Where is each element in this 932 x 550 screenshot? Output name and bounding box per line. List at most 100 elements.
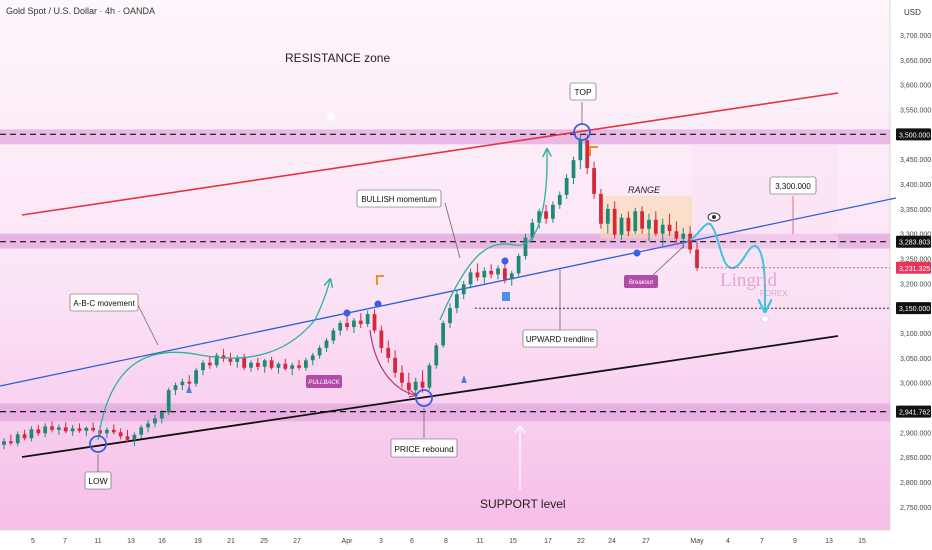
resistance-zone-band bbox=[0, 129, 890, 145]
candle-body bbox=[468, 272, 473, 285]
x-tick-label: 7 bbox=[760, 538, 764, 545]
upward-trendline bbox=[0, 197, 897, 387]
x-tick-label: 25 bbox=[260, 538, 268, 545]
support-zone-band bbox=[0, 403, 890, 422]
candle-body bbox=[653, 219, 658, 234]
candle-body bbox=[159, 412, 164, 419]
price-rebound-callout: PRICE rebound bbox=[390, 438, 458, 458]
flag-icon bbox=[502, 292, 510, 301]
candle-body bbox=[592, 168, 596, 194]
candle-body bbox=[276, 363, 281, 368]
candle-body bbox=[290, 365, 295, 369]
y-tick-label: 3,550.000 bbox=[900, 108, 931, 115]
flag-marker-icon bbox=[589, 146, 598, 156]
level-tag-label: 3,283.803 bbox=[899, 240, 930, 247]
range-label: RANGE bbox=[628, 185, 661, 195]
resistance-trendline bbox=[21, 92, 839, 216]
level-tag bbox=[896, 235, 931, 248]
candle-body bbox=[695, 249, 699, 268]
candle-body bbox=[681, 233, 686, 239]
top-callout: TOP bbox=[569, 82, 597, 101]
candle-body bbox=[317, 347, 322, 356]
x-tick-label: 13 bbox=[825, 538, 833, 545]
candle-body bbox=[557, 194, 562, 205]
candle-body bbox=[544, 211, 548, 219]
low-label: LOW bbox=[88, 476, 107, 486]
candle-body bbox=[578, 140, 583, 161]
level-tag-label: 3,150.000 bbox=[899, 306, 930, 313]
candle-body bbox=[633, 211, 638, 232]
candle-body bbox=[640, 211, 644, 229]
eye-icon bbox=[707, 212, 721, 222]
candle-body bbox=[338, 323, 343, 331]
pullback-curve-arrow bbox=[369, 329, 415, 395]
y-tick-label: 3,650.000 bbox=[900, 58, 931, 65]
trend-touch-dot-3 bbox=[501, 257, 509, 265]
candle-body bbox=[201, 362, 205, 371]
x-tick-label: 11 bbox=[94, 538, 101, 545]
candle-body bbox=[105, 429, 109, 434]
candle-body bbox=[324, 340, 329, 348]
x-tick-label: 24 bbox=[608, 538, 616, 545]
candle-body bbox=[427, 365, 432, 388]
x-tick-label: 3 bbox=[379, 538, 383, 545]
candle-body bbox=[400, 372, 404, 383]
candle-body bbox=[434, 345, 439, 366]
candle-body bbox=[585, 140, 590, 169]
level-tag bbox=[896, 405, 931, 418]
candle-body bbox=[297, 365, 301, 368]
x-tick-label: 22 bbox=[577, 538, 585, 545]
bullish-momentum-label: BULLISH momentum bbox=[361, 195, 437, 204]
candle-body bbox=[187, 381, 192, 384]
x-tick-label: 8 bbox=[444, 538, 448, 545]
candle-body bbox=[310, 355, 315, 361]
candle-body bbox=[551, 204, 555, 219]
y-tick-label: 3,100.000 bbox=[900, 331, 931, 338]
x-tick-label: 13 bbox=[127, 538, 135, 545]
bullish-callout-line bbox=[444, 202, 461, 259]
x-tick-label: 6 bbox=[410, 538, 414, 545]
trend-touch-dot-2 bbox=[374, 300, 382, 308]
candle-body bbox=[269, 360, 274, 368]
abc-movement-label: A-B-C movement bbox=[73, 299, 135, 308]
candle-body bbox=[358, 320, 363, 325]
x-tick-label: 15 bbox=[509, 538, 517, 545]
bullish-momentum-callout: BULLISH momentum bbox=[356, 189, 442, 208]
resistance-zone-label: RESISTANCE zone bbox=[285, 51, 390, 65]
candle-body bbox=[249, 362, 253, 368]
candle-body bbox=[647, 219, 651, 229]
x-tick-label: 19 bbox=[194, 538, 202, 545]
candle-body bbox=[331, 330, 336, 341]
flag-marker-icon bbox=[376, 275, 384, 285]
candle-body bbox=[345, 323, 349, 328]
candle-body bbox=[29, 429, 34, 439]
rocket-icon bbox=[186, 385, 192, 393]
candle-series bbox=[2, 134, 699, 450]
chart-title: Gold Spot / U.S. Dollar · 4h · OANDA bbox=[6, 6, 156, 16]
candle-body bbox=[98, 430, 102, 434]
y-tick-label: 2,750.000 bbox=[900, 505, 931, 512]
top-label: TOP bbox=[574, 87, 592, 97]
candle-body bbox=[420, 381, 425, 388]
breakout-callout-line bbox=[652, 245, 685, 276]
candle-body bbox=[255, 362, 260, 367]
candle-body bbox=[365, 314, 370, 325]
x-tick-label: Apr bbox=[342, 538, 354, 545]
time-axis[interactable]: 5 7 11 13 16 19 21 25 27 Apr 3 6 8 11 15 17 22 24 27 May 4 7 9… bbox=[31, 538, 866, 545]
candle-body bbox=[125, 436, 130, 440]
candle-body bbox=[489, 270, 494, 275]
candle-body bbox=[63, 427, 68, 432]
candle-body bbox=[674, 231, 679, 239]
candle-body bbox=[8, 441, 13, 444]
y-tick-label: 3,700.000 bbox=[900, 33, 931, 40]
abc-callout-line bbox=[137, 304, 159, 346]
x-tick-label: 9 bbox=[793, 538, 797, 545]
breakout-label: Breakout bbox=[629, 280, 653, 286]
rebound-circle-marker bbox=[415, 389, 433, 407]
x-tick-label: 11 bbox=[476, 538, 483, 545]
candle-body bbox=[386, 347, 391, 358]
candle-body bbox=[2, 441, 6, 445]
candle-body bbox=[77, 428, 82, 431]
